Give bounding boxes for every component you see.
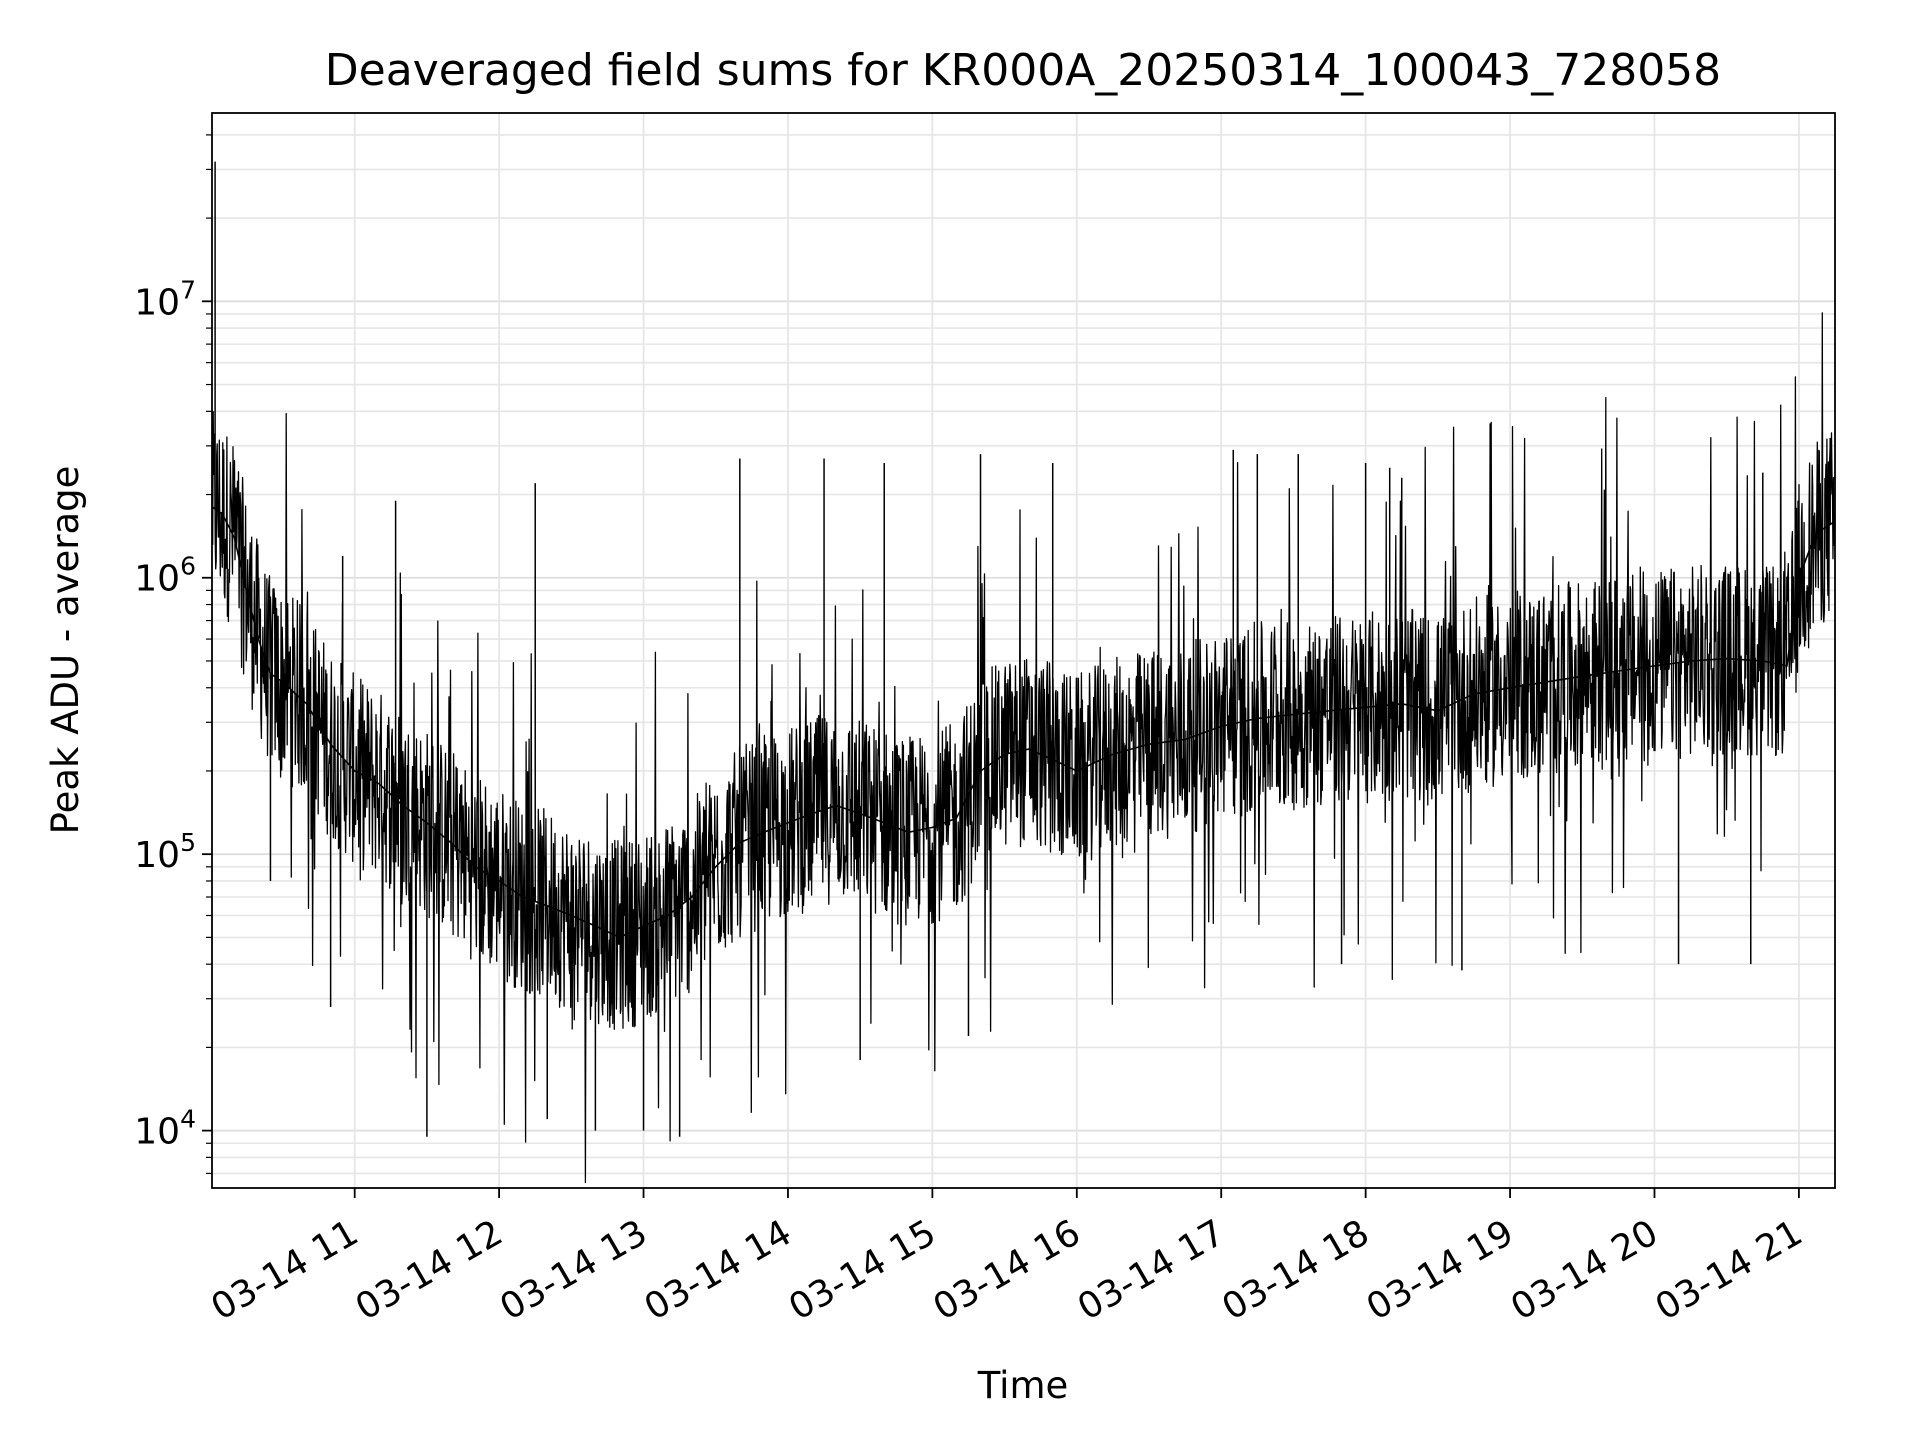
y-tick-label: 104 — [134, 1105, 196, 1153]
y-tick-base: 10 — [134, 559, 180, 600]
y-tick-base: 10 — [134, 835, 180, 876]
series-baseline — [212, 506, 1836, 939]
series-line — [212, 312, 1836, 1184]
y-axis-label: Peak ADU - average — [44, 466, 87, 835]
y-tick-exponent: 7 — [180, 275, 196, 304]
y-tick-base: 10 — [134, 282, 180, 323]
x-axis-label: Time — [977, 1364, 1069, 1407]
series-layer — [212, 161, 1836, 1184]
y-tick-exponent: 6 — [180, 552, 196, 581]
y-tick-base: 10 — [134, 1112, 180, 1153]
y-tick-label: 106 — [134, 552, 196, 600]
chart-title: Deaveraged field sums for KR000A_2025031… — [325, 45, 1721, 96]
y-tick-exponent: 5 — [180, 828, 196, 857]
y-tick-exponent: 4 — [180, 1105, 196, 1134]
plot-frame — [211, 112, 1836, 1189]
y-tick-label: 105 — [134, 828, 196, 876]
y-tick-label: 107 — [134, 275, 196, 323]
